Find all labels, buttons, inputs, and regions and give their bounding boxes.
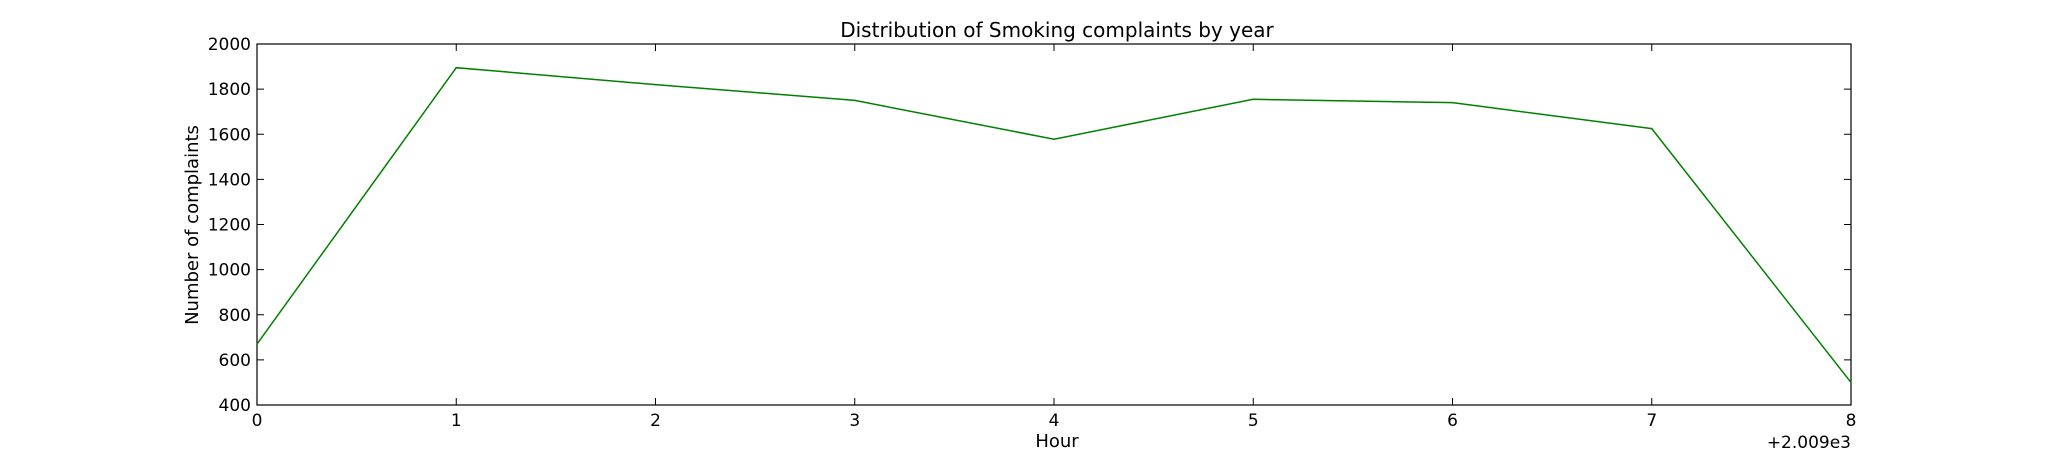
x-tick-label-0: 0 xyxy=(252,411,263,431)
series-line-0 xyxy=(256,66,1852,383)
x-tick-label-5: 5 xyxy=(1248,411,1259,431)
data-point-0-2 xyxy=(654,83,657,86)
y-tick-label-2: 800 xyxy=(219,306,251,326)
data-point-0-6 xyxy=(1451,101,1454,104)
data-point-0-3 xyxy=(853,99,856,102)
x-tick-label-6: 6 xyxy=(1447,411,1458,431)
data-point-0-0 xyxy=(256,343,258,345)
y-tick-label-3: 1000 xyxy=(208,261,251,281)
y-tick-label-1: 600 xyxy=(219,351,251,371)
x-axis-label: Hour xyxy=(1035,431,1079,450)
chart-title: Distribution of Smoking complaints by ye… xyxy=(840,18,1274,42)
y-tick-label-4: 1200 xyxy=(208,216,251,236)
y-tick-label-0: 400 xyxy=(219,396,251,416)
y-tick-label-5: 1400 xyxy=(208,170,251,190)
x-tick-label-8: 8 xyxy=(1846,411,1857,431)
data-point-0-7 xyxy=(1650,127,1653,130)
plot-frame xyxy=(256,43,1852,406)
data-point-0-5 xyxy=(1252,98,1255,101)
y-tick-label-7: 1800 xyxy=(208,80,251,100)
x-tick-label-2: 2 xyxy=(650,411,661,431)
data-point-0-8 xyxy=(1850,381,1852,384)
data-point-0-4 xyxy=(1053,138,1055,141)
data-point-0-1 xyxy=(455,66,458,69)
y-axis-label: Number of complaints xyxy=(182,125,203,325)
y-tick-label-6: 1600 xyxy=(208,125,251,145)
x-tick-label-3: 3 xyxy=(849,411,860,431)
x-tick-label-1: 1 xyxy=(451,411,462,431)
plot-area: 0 1 2 3 4 5 6 7 8 400 600 800 1000 1200 1400 1600 1800 20… xyxy=(208,35,1857,431)
x-tick-label-7: 7 xyxy=(1646,411,1657,431)
y-tick-label-8: 2000 xyxy=(208,35,251,55)
x-axis-offset-label: +2.009e3 xyxy=(1767,433,1851,450)
x-tick-label-4: 4 xyxy=(1049,411,1060,431)
